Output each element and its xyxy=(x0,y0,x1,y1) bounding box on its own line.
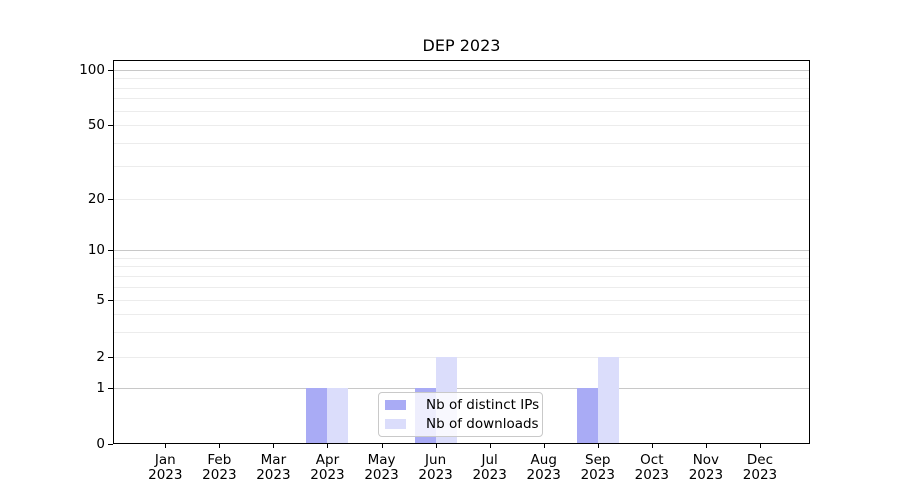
gridline-minor-6 xyxy=(113,287,810,288)
gridline-minor-50 xyxy=(113,125,810,126)
y-tick-1 xyxy=(108,387,113,389)
x-tick-label-Jul: Jul 2023 xyxy=(460,453,520,483)
x-tick-year: 2023 xyxy=(364,467,399,483)
y-tick-2 xyxy=(108,356,113,358)
y-tick-20 xyxy=(108,198,113,200)
x-tick-year: 2023 xyxy=(310,467,345,483)
y-tick-label-50: 50 xyxy=(87,117,105,133)
x-tick-May xyxy=(381,444,383,448)
legend-swatch-downloads xyxy=(385,418,406,429)
x-tick-Sep xyxy=(597,444,599,448)
x-tick-Apr xyxy=(327,444,329,448)
y-tick-10 xyxy=(108,249,113,251)
x-tick-year: 2023 xyxy=(472,467,507,483)
x-tick-label-Feb: Feb 2023 xyxy=(189,453,249,483)
x-tick-month: Nov xyxy=(692,452,720,468)
y-tick-100 xyxy=(108,69,113,71)
gridline-major-100 xyxy=(113,70,810,71)
bar-downloads-Sep xyxy=(597,357,619,444)
chart-title: DEP 2023 xyxy=(422,36,501,55)
legend-swatch-distinct-ips xyxy=(385,400,406,411)
x-tick-label-Sep: Sep 2023 xyxy=(568,453,628,483)
x-tick-Feb xyxy=(219,444,221,448)
x-tick-month: Jan xyxy=(154,452,176,468)
x-tick-year: 2023 xyxy=(580,467,615,483)
bar-distinct-ips-Sep xyxy=(576,388,598,444)
x-tick-year: 2023 xyxy=(742,467,778,483)
x-tick-month: Dec xyxy=(746,452,774,468)
gridline-minor-70 xyxy=(113,98,810,99)
x-tick-label-Mar: Mar 2023 xyxy=(243,453,303,483)
x-tick-Dec xyxy=(759,444,761,448)
y-tick-label-100: 100 xyxy=(79,62,105,78)
y-tick-label-2: 2 xyxy=(96,349,105,365)
gridline-minor-60 xyxy=(113,111,810,112)
x-tick-label-Nov: Nov 2023 xyxy=(676,453,736,483)
gridline-minor-3 xyxy=(113,332,810,333)
y-tick-5 xyxy=(108,299,113,301)
y-tick-50 xyxy=(108,124,113,126)
x-tick-Jun xyxy=(435,444,437,448)
gridline-minor-5 xyxy=(113,300,810,301)
x-tick-year: 2023 xyxy=(418,467,453,483)
y-tick-label-1: 1 xyxy=(96,380,105,396)
x-tick-month: Feb xyxy=(207,452,232,468)
x-tick-Nov xyxy=(705,444,707,448)
gridline-minor-20 xyxy=(113,199,810,200)
x-tick-Aug xyxy=(543,444,545,448)
gridline-minor-9 xyxy=(113,258,810,259)
x-tick-label-Apr: Apr 2023 xyxy=(297,453,357,483)
gridline-minor-2 xyxy=(113,357,810,358)
x-tick-label-Aug: Aug 2023 xyxy=(514,453,574,483)
x-tick-month: Mar xyxy=(260,452,287,468)
gridline-minor-8 xyxy=(113,266,810,267)
gridline-minor-90 xyxy=(113,78,810,79)
gridline-minor-7 xyxy=(113,276,810,277)
y-tick-label-5: 5 xyxy=(96,292,105,308)
y-tick-label-20: 20 xyxy=(87,191,105,207)
gridline-minor-4 xyxy=(113,314,810,315)
x-tick-month: Jun xyxy=(425,452,447,468)
bar-distinct-ips-Apr xyxy=(306,388,328,444)
x-tick-Jul xyxy=(489,444,491,448)
x-tick-year: 2023 xyxy=(148,467,183,483)
plot-frame xyxy=(113,60,810,444)
x-tick-Jan xyxy=(165,444,167,448)
y-tick-0 xyxy=(108,443,113,445)
x-tick-label-May: May 2023 xyxy=(352,453,412,483)
x-tick-month: Oct xyxy=(640,452,664,468)
gridline-major-10 xyxy=(113,250,810,251)
legend-row-distinct-ips: Nb of distinct IPs xyxy=(385,397,540,414)
bar-downloads-Apr xyxy=(327,388,349,444)
legend-label-distinct-ips: Nb of distinct IPs xyxy=(426,397,540,414)
gridline-minor-40 xyxy=(113,143,810,144)
x-tick-year: 2023 xyxy=(634,467,669,483)
x-tick-year: 2023 xyxy=(256,467,291,483)
x-tick-month: Jul xyxy=(481,452,498,468)
x-tick-month: May xyxy=(367,452,396,468)
x-tick-Oct xyxy=(651,444,653,448)
y-tick-label-0: 0 xyxy=(96,436,105,452)
gridline-minor-30 xyxy=(113,166,810,167)
x-tick-label-Jun: Jun 2023 xyxy=(406,453,466,483)
x-tick-month: Apr xyxy=(315,452,340,468)
x-tick-label-Dec: Dec 2023 xyxy=(730,453,790,483)
gridline-major-1 xyxy=(113,388,810,389)
x-tick-label-Jan: Jan 2023 xyxy=(135,453,195,483)
x-tick-year: 2023 xyxy=(688,467,724,483)
legend: Nb of distinct IPs Nb of downloads xyxy=(378,392,543,437)
y-tick-label-10: 10 xyxy=(87,242,105,258)
x-tick-month: Aug xyxy=(530,452,557,468)
gridline-minor-80 xyxy=(113,88,810,89)
legend-label-downloads: Nb of downloads xyxy=(426,415,539,432)
x-tick-label-Oct: Oct 2023 xyxy=(622,453,682,483)
x-tick-year: 2023 xyxy=(202,467,237,483)
x-tick-year: 2023 xyxy=(526,467,561,483)
legend-row-downloads: Nb of downloads xyxy=(385,415,539,432)
x-tick-month: Sep xyxy=(585,452,611,468)
x-tick-Mar xyxy=(273,444,275,448)
